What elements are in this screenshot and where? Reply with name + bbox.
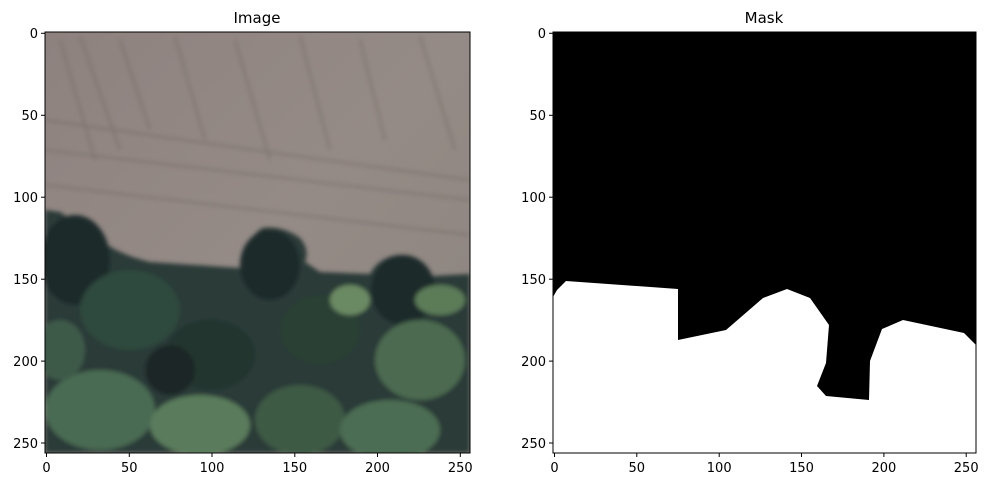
field-furrows (45, 35, 470, 236)
y-tick-label: 200 (13, 355, 38, 370)
y-tick-label: 0 (30, 27, 38, 42)
aerial-photo (45, 32, 470, 453)
y-tick-label: 100 (521, 191, 546, 206)
image-axes-frame (44, 31, 471, 454)
y-tick-label: 250 (13, 437, 38, 452)
y-tick-label: 150 (521, 273, 546, 288)
x-tick-label: 250 (448, 461, 473, 476)
mask-panel-title: Mask (745, 9, 784, 27)
mask-axes-frame (552, 31, 977, 454)
x-tick-label: 100 (707, 461, 732, 476)
forest-area (45, 210, 470, 453)
mask-panel: Mask 0 50 100 150 200 250 0 50 1 (521, 9, 978, 476)
image-panel-title: Image (234, 9, 281, 27)
x-tick-label: 150 (282, 461, 307, 476)
x-tick-label: 50 (121, 461, 138, 476)
x-tick-label: 200 (365, 461, 390, 476)
x-tick-label: 100 (200, 461, 225, 476)
image-panel: Image (13, 9, 473, 476)
x-tick-label: 0 (42, 461, 50, 476)
y-tick-label: 200 (521, 355, 546, 370)
x-tick-label: 250 (954, 461, 979, 476)
image-x-axis (46, 453, 461, 457)
mask-y-axis (549, 32, 553, 444)
y-tick-label: 150 (13, 273, 38, 288)
y-tick-label: 50 (529, 109, 546, 124)
y-tick-label: 250 (521, 437, 546, 452)
mask-x-axis (554, 453, 967, 457)
x-tick-label: 200 (871, 461, 896, 476)
y-tick-label: 100 (13, 191, 38, 206)
x-tick-label: 150 (789, 461, 814, 476)
y-tick-label: 0 (538, 27, 546, 42)
x-tick-label: 50 (629, 461, 646, 476)
image-y-axis (41, 32, 45, 444)
x-tick-label: 0 (550, 461, 558, 476)
y-tick-label: 50 (21, 109, 38, 124)
mask-foreground-region (553, 281, 976, 453)
